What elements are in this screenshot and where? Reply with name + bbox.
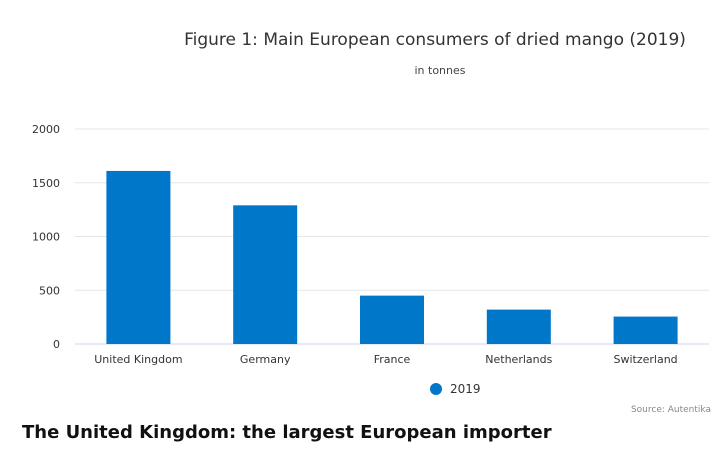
y-tick-label: 0 — [53, 338, 60, 351]
caption-heading: The United Kingdom: the largest European… — [22, 422, 552, 443]
chart-subtitle: in tonnes — [414, 64, 466, 77]
bar-switzerland[interactable] — [613, 316, 678, 344]
y-tick-label: 1000 — [32, 231, 60, 244]
bar-chart: 0 500 1000 1500 2000 United Kingdom Germany Fr… — [32, 123, 709, 366]
legend-label: 2019 — [450, 382, 481, 396]
x-tick-label: Switzerland — [614, 353, 678, 366]
bar-netherlands[interactable] — [486, 309, 551, 344]
x-tick-label: Germany — [240, 353, 291, 366]
bar-united-kingdom[interactable] — [106, 170, 171, 344]
bars — [106, 170, 678, 344]
x-tick-label: United Kingdom — [94, 353, 182, 366]
x-tick-label: Netherlands — [485, 353, 552, 366]
x-tick-label: France — [374, 353, 411, 366]
legend[interactable]: 2019 — [430, 382, 481, 396]
bar-france[interactable] — [360, 295, 424, 344]
y-axis-ticks: 0 500 1000 1500 2000 — [32, 123, 60, 351]
y-tick-label: 1500 — [32, 177, 60, 190]
source-note: Source: Autentika — [630, 405, 711, 415]
legend-marker-icon — [430, 383, 442, 395]
chart-title: Figure 1: Main European consumers of dri… — [184, 30, 686, 50]
bar-germany[interactable] — [233, 205, 298, 344]
x-axis-ticks: United Kingdom Germany France Netherlands Sw… — [94, 353, 677, 366]
y-tick-label: 2000 — [32, 123, 60, 136]
y-tick-label: 500 — [39, 284, 60, 297]
